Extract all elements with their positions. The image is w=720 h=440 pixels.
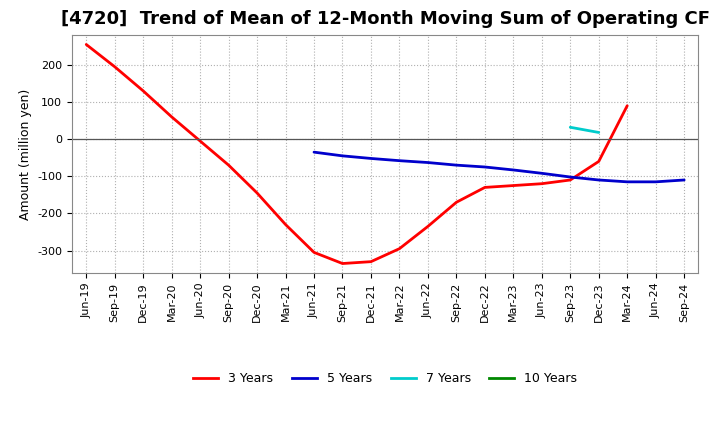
Line: 7 Years: 7 Years — [570, 127, 599, 132]
3 Years — [338, 261, 347, 266]
5 Years — [366, 156, 375, 161]
3 Years — [253, 191, 261, 196]
5 Years — [395, 158, 404, 163]
5 Years — [652, 179, 660, 184]
Title: [4720]  Trend of Mean of 12-Month Moving Sum of Operating CF: [4720] Trend of Mean of 12-Month Moving … — [60, 10, 710, 28]
5 Years — [338, 153, 347, 158]
5 Years — [509, 167, 518, 172]
3 Years — [110, 64, 119, 70]
5 Years — [423, 160, 432, 165]
7 Years — [595, 130, 603, 135]
5 Years — [480, 165, 489, 170]
3 Years — [480, 185, 489, 190]
5 Years — [566, 174, 575, 180]
3 Years — [623, 103, 631, 108]
3 Years — [566, 177, 575, 183]
Legend: 3 Years, 5 Years, 7 Years, 10 Years: 3 Years, 5 Years, 7 Years, 10 Years — [188, 367, 582, 390]
3 Years — [366, 259, 375, 264]
5 Years — [452, 162, 461, 168]
3 Years — [225, 162, 233, 168]
5 Years — [310, 150, 318, 155]
3 Years — [282, 222, 290, 227]
3 Years — [395, 246, 404, 251]
7 Years — [566, 125, 575, 130]
3 Years — [537, 181, 546, 187]
3 Years — [452, 200, 461, 205]
3 Years — [139, 88, 148, 94]
5 Years — [680, 177, 688, 183]
3 Years — [310, 250, 318, 255]
Y-axis label: Amount (million yen): Amount (million yen) — [19, 88, 32, 220]
3 Years — [82, 42, 91, 47]
3 Years — [423, 224, 432, 229]
5 Years — [595, 177, 603, 183]
Line: 5 Years: 5 Years — [314, 152, 684, 182]
5 Years — [623, 179, 631, 184]
3 Years — [167, 114, 176, 120]
3 Years — [595, 159, 603, 164]
5 Years — [537, 171, 546, 176]
3 Years — [196, 138, 204, 143]
3 Years — [509, 183, 518, 188]
Line: 3 Years: 3 Years — [86, 44, 627, 264]
